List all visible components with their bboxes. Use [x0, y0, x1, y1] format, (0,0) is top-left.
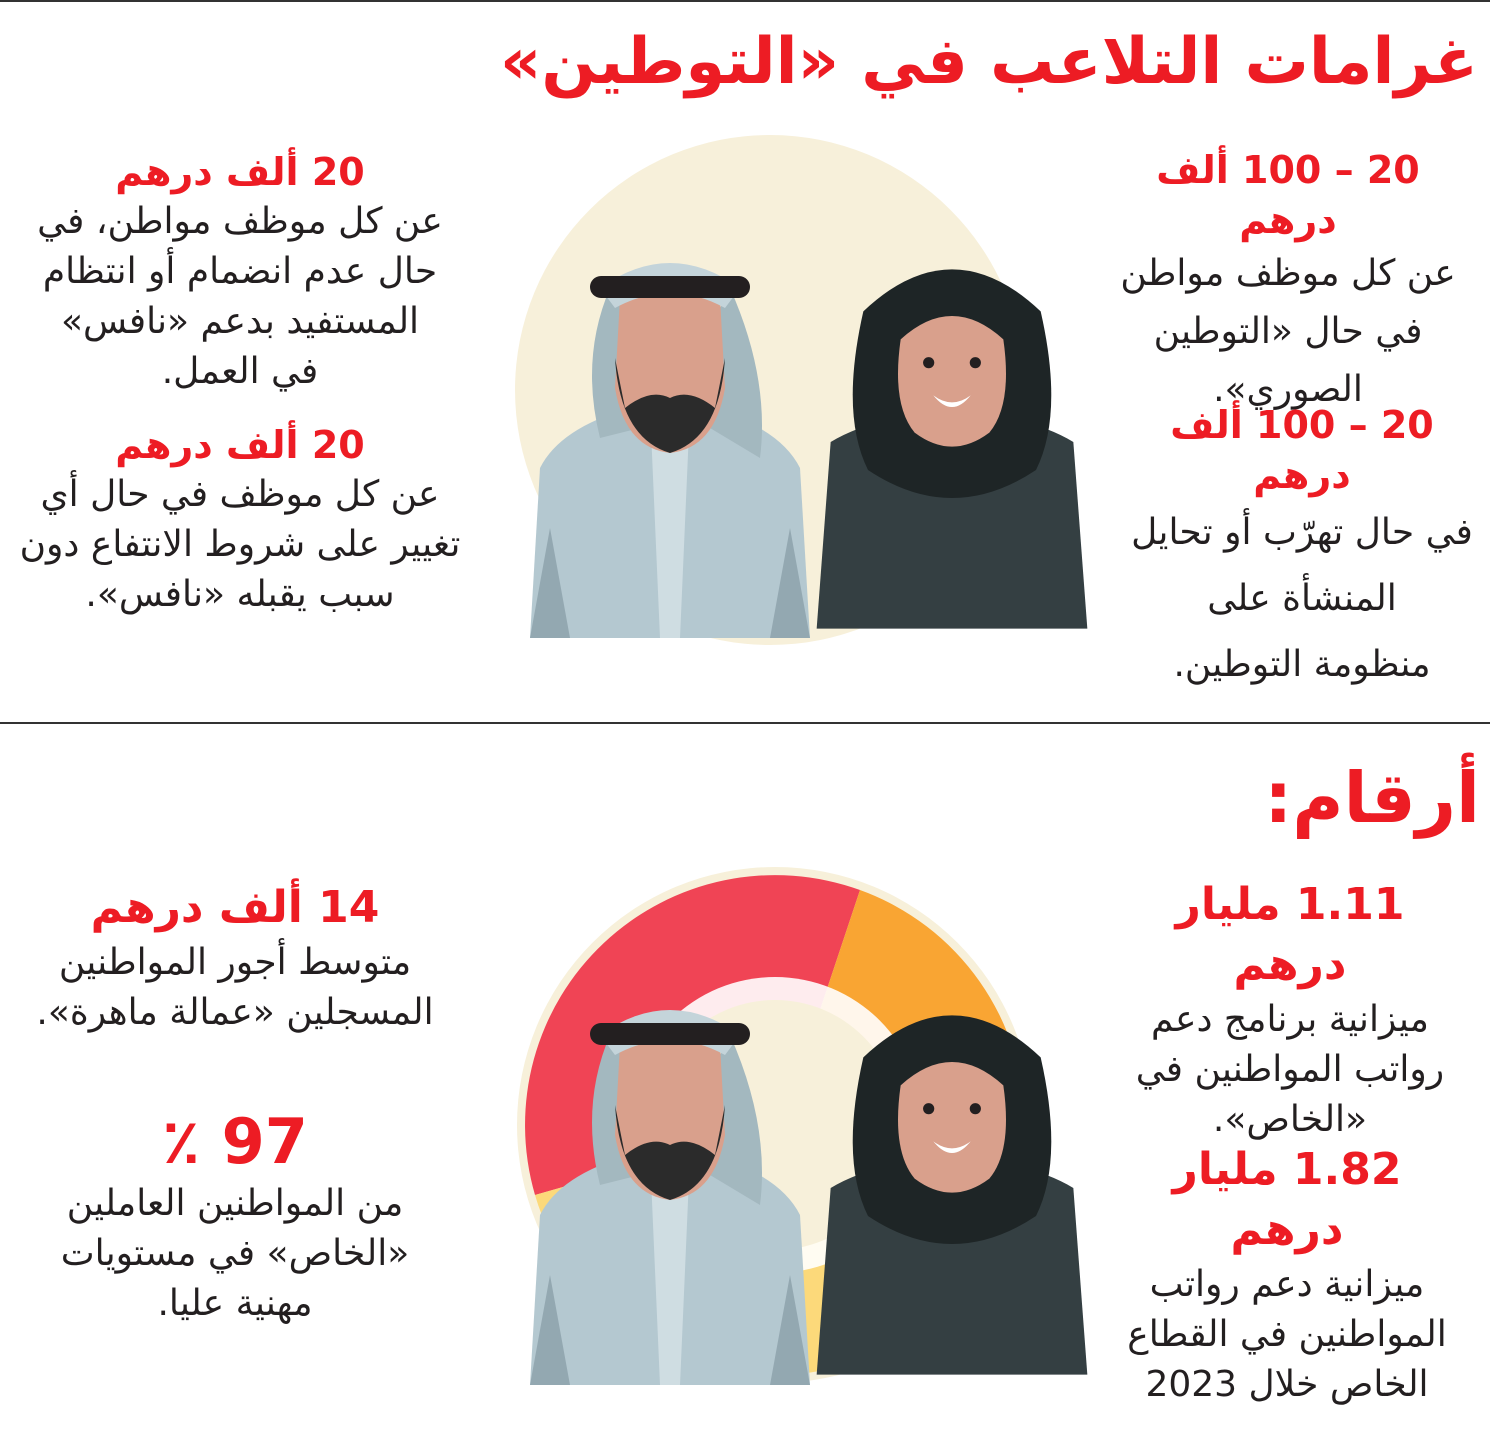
- stat-block-budget-2023: 1.82 مليار درهم ميزانية دعم رواتب المواط…: [1112, 1140, 1462, 1410]
- stat-text: المواطنين في القطاع: [1127, 1314, 1447, 1355]
- fine-block-nafis-conditions: 20 ألف درهم عن كل موظف في حال أي تغيير ع…: [5, 420, 475, 620]
- fine-text: عن كل موظف مواطن: [1120, 253, 1456, 294]
- top-divider: [0, 0, 1490, 2]
- emirati-woman-illustration: [812, 242, 1092, 642]
- fine-text: تغيير على شروط الانتفاع دون: [19, 524, 461, 565]
- stat-amount: 14 ألف درهم: [90, 882, 380, 933]
- stat-text: «الخاص».: [1212, 1099, 1368, 1140]
- stat-text: رواتب المواطنين في: [1135, 1049, 1445, 1090]
- stat-text: متوسط أجور المواطنين: [58, 942, 412, 983]
- fine-text: الصوري».: [1213, 369, 1363, 410]
- fine-text: منظومة التوطين.: [1173, 644, 1431, 685]
- fine-amount: 20 ألف درهم: [115, 150, 365, 194]
- fine-amount: 20 – 100 ألف درهم: [1170, 403, 1434, 497]
- stat-text: ميزانية دعم رواتب: [1149, 1264, 1425, 1305]
- stat-text: من المواطنين العاملين: [66, 1183, 404, 1224]
- fine-block-nafis-attendance: 20 ألف درهم عن كل موظف مواطن، في حال عدم…: [10, 147, 470, 397]
- section-divider: [0, 722, 1490, 724]
- fine-text: في العمل.: [161, 351, 319, 392]
- stat-text: «الخاص» في مستويات: [60, 1233, 410, 1274]
- fine-text: حال عدم انضمام أو انتظام: [42, 251, 438, 292]
- stat-text: المسجلين «عمالة ماهرة».: [36, 992, 434, 1033]
- stat-amount: 97 ٪: [162, 1105, 308, 1178]
- fine-block-fake-emiratisation: 20 – 100 ألف درهم عن كل موظف مواطن في حا…: [1108, 145, 1468, 419]
- stat-text: ميزانية برنامج دعم: [1151, 999, 1429, 1040]
- fine-block-evasion: 20 – 100 ألف درهم في حال تهرّب أو تحايل …: [1122, 400, 1482, 698]
- stat-amount: 1.11 مليار درهم: [1175, 879, 1405, 990]
- fine-amount: 20 – 100 ألف درهم: [1156, 148, 1420, 242]
- stat-text: الخاص خلال 2023: [1145, 1364, 1429, 1405]
- stat-text: مهنية عليا.: [157, 1283, 313, 1324]
- stat-amount: 1.82 مليار درهم: [1172, 1144, 1402, 1255]
- fine-text: المنشأة على: [1207, 578, 1397, 619]
- emirati-woman-illustration: [812, 988, 1092, 1388]
- fine-text: في حال تهرّب أو تحايل: [1131, 512, 1473, 553]
- fine-amount: 20 ألف درهم: [115, 423, 365, 467]
- stat-block-percentage: 97 ٪ من المواطنين العاملين «الخاص» في مس…: [20, 1105, 450, 1329]
- fine-text: المستفيد بدعم «نافس»: [60, 301, 420, 342]
- stat-block-average-wage: 14 ألف درهم متوسط أجور المواطنين المسجلي…: [20, 878, 450, 1038]
- fine-text: عن كل موظف في حال أي: [40, 474, 440, 515]
- fine-text: في حال «التوطين: [1153, 311, 1423, 352]
- section1-title: غرامات التلاعب في «التوطين»: [500, 25, 1478, 99]
- emirati-man-illustration: [520, 238, 820, 638]
- emirati-man-illustration: [520, 985, 820, 1385]
- stat-block-budget-program: 1.11 مليار درهم ميزانية برنامج دعم رواتب…: [1120, 875, 1460, 1145]
- section2-title: أرقام:: [1264, 757, 1480, 839]
- fine-text: عن كل موظف مواطن، في: [37, 201, 443, 242]
- fine-text: سبب يقبله «نافس».: [85, 574, 395, 615]
